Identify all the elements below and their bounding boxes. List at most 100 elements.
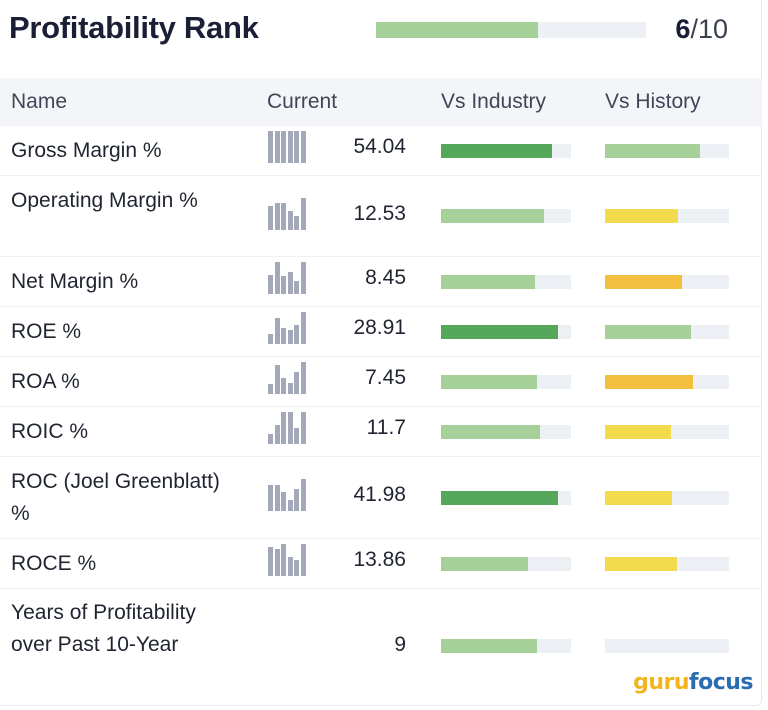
metric-current-value: 8.45 bbox=[365, 266, 406, 289]
metric-name[interactable]: ROCE % bbox=[11, 552, 97, 575]
sparkline-chart[interactable] bbox=[268, 544, 308, 576]
sparkline-bar bbox=[281, 328, 287, 344]
sparkline-chart[interactable] bbox=[268, 412, 308, 444]
sparkline-bar bbox=[281, 492, 287, 511]
gurufocus-logo: gurufocus bbox=[633, 670, 753, 695]
metric-current-value: 11.7 bbox=[366, 416, 406, 439]
sparkline-bar bbox=[287, 383, 293, 394]
sparkline-bar bbox=[268, 547, 273, 576]
sparkline-bar bbox=[301, 544, 306, 576]
sparkline-bar bbox=[287, 500, 293, 511]
table-row[interactable]: Years of Profitability over Past 10-Year… bbox=[0, 589, 762, 699]
sparkline-bar bbox=[294, 560, 300, 576]
column-header-vs-history[interactable]: Vs History bbox=[605, 90, 701, 113]
sparkline-chart[interactable] bbox=[268, 262, 308, 294]
vs-industry-bar-fill bbox=[441, 325, 558, 339]
vs-industry-bar[interactable] bbox=[441, 144, 571, 158]
sparkline-bar bbox=[268, 384, 273, 394]
metric-current-value: 13.86 bbox=[353, 548, 406, 571]
table-row[interactable]: ROE % 28.91 bbox=[0, 307, 762, 357]
sparkline-bar bbox=[301, 312, 306, 344]
vs-history-bar[interactable] bbox=[605, 375, 729, 389]
logo-part-guru: guru bbox=[633, 670, 690, 695]
sparkline-chart[interactable] bbox=[268, 312, 308, 344]
vs-industry-bar-fill bbox=[441, 375, 538, 389]
table-row[interactable]: Operating Margin % 12.53 bbox=[0, 176, 762, 257]
vs-history-bar[interactable] bbox=[605, 144, 729, 158]
vs-industry-bar[interactable] bbox=[441, 375, 571, 389]
vs-history-bar[interactable] bbox=[605, 275, 729, 289]
column-header-current[interactable]: Current bbox=[267, 90, 338, 113]
card-header: Profitability Rank 6/10 bbox=[0, 0, 762, 78]
column-header-name[interactable]: Name bbox=[11, 90, 68, 113]
table-row[interactable]: ROCE % 13.86 bbox=[0, 539, 762, 589]
vs-industry-bar[interactable] bbox=[441, 557, 571, 571]
rank-value: 6 bbox=[675, 14, 691, 44]
vs-history-bar[interactable] bbox=[605, 557, 729, 571]
metric-name[interactable]: ROIC % bbox=[11, 420, 89, 443]
vs-history-bar[interactable] bbox=[605, 639, 729, 653]
sparkline-bar bbox=[287, 557, 293, 576]
vs-industry-bar-fill bbox=[441, 557, 529, 571]
vs-history-bar-fill bbox=[605, 209, 679, 223]
vs-history-bar[interactable] bbox=[605, 209, 729, 223]
sparkline-bar bbox=[274, 485, 280, 511]
sparkline-bar bbox=[274, 425, 280, 444]
sparkline-bar bbox=[294, 216, 300, 230]
vs-history-bar-fill bbox=[605, 491, 672, 505]
vs-history-bar[interactable] bbox=[605, 325, 729, 339]
vs-industry-bar[interactable] bbox=[441, 425, 571, 439]
metric-name[interactable]: ROE % bbox=[11, 320, 82, 343]
vs-industry-bar[interactable] bbox=[441, 275, 571, 289]
sparkline-bar bbox=[294, 489, 300, 511]
sparkline-bar bbox=[301, 262, 306, 294]
sparkline-bar bbox=[281, 131, 287, 163]
vs-industry-bar-fill bbox=[441, 639, 538, 653]
rank-max: /10 bbox=[690, 14, 728, 44]
table-row[interactable]: ROC (Joel Greenblatt) % 41.98 bbox=[0, 457, 762, 539]
sparkline-bar bbox=[294, 131, 300, 163]
vs-industry-bar[interactable] bbox=[441, 639, 571, 653]
sparkline-chart[interactable] bbox=[268, 362, 308, 394]
sparkline-bar bbox=[301, 362, 306, 394]
table-row[interactable]: ROIC % 11.7 bbox=[0, 407, 762, 457]
metric-current-value: 9 bbox=[394, 633, 406, 656]
metric-current-value: 12.53 bbox=[353, 202, 406, 225]
table-row[interactable]: ROA % 7.45 bbox=[0, 357, 762, 407]
sparkline-bar bbox=[287, 330, 293, 344]
vs-industry-bar-fill bbox=[441, 425, 540, 439]
metric-name[interactable]: Net Margin % bbox=[11, 270, 139, 293]
vs-history-bar-fill bbox=[605, 375, 694, 389]
metric-name[interactable]: Gross Margin % bbox=[11, 139, 162, 162]
sparkline-bar bbox=[301, 131, 306, 163]
metric-current-value: 54.04 bbox=[353, 135, 406, 158]
sparkline-bar bbox=[268, 206, 273, 230]
vs-history-bar[interactable] bbox=[605, 425, 729, 439]
vs-industry-bar[interactable] bbox=[441, 209, 571, 223]
vs-industry-bar[interactable] bbox=[441, 325, 571, 339]
vs-history-bar-fill bbox=[605, 144, 701, 158]
sparkline-chart[interactable] bbox=[268, 198, 308, 230]
sparkline-bar bbox=[274, 318, 280, 344]
table-row[interactable]: Gross Margin % 54.04 bbox=[0, 126, 762, 176]
sparkline-chart[interactable] bbox=[268, 131, 308, 163]
sparkline-bar bbox=[268, 434, 273, 444]
metric-name[interactable]: Operating Margin % bbox=[11, 189, 198, 212]
metric-name[interactable]: ROA % bbox=[11, 370, 80, 393]
metric-name[interactable]: Years of Profitability over Past 10-Year bbox=[11, 601, 196, 656]
table-row[interactable]: Net Margin % 8.45 bbox=[0, 257, 762, 307]
vs-history-bar[interactable] bbox=[605, 491, 729, 505]
sparkline-bar bbox=[287, 131, 293, 163]
metric-name[interactable]: ROC (Joel Greenblatt) % bbox=[11, 470, 220, 525]
sparkline-bar bbox=[301, 198, 306, 230]
rank-progress-fill bbox=[376, 22, 538, 38]
vs-industry-bar[interactable] bbox=[441, 491, 571, 505]
sparkline-chart[interactable] bbox=[268, 479, 308, 511]
sparkline-bar bbox=[294, 372, 300, 394]
sparkline-bar bbox=[274, 131, 280, 163]
sparkline-bar bbox=[268, 334, 273, 344]
column-header-vs-industry[interactable]: Vs Industry bbox=[441, 90, 547, 113]
vs-industry-bar-fill bbox=[441, 491, 558, 505]
sparkline-bar bbox=[268, 275, 273, 294]
sparkline-bar bbox=[281, 203, 287, 230]
